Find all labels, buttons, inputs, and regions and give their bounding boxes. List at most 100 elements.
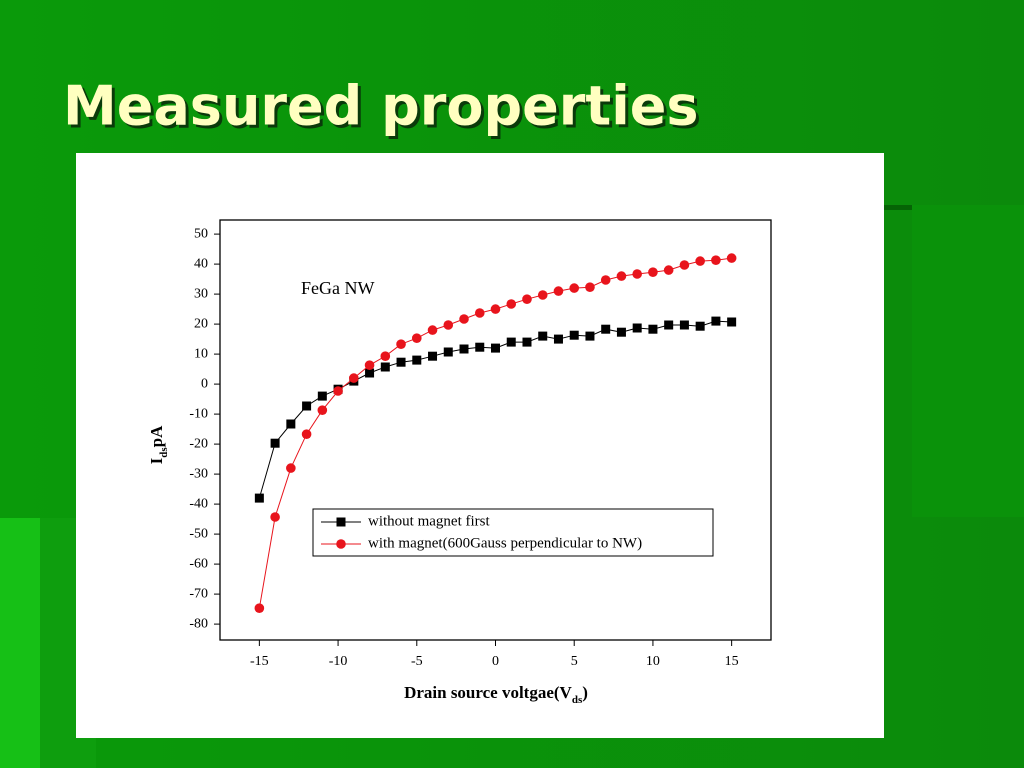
- data-point: [443, 347, 453, 357]
- data-point: [632, 269, 642, 279]
- x-tick-label: 5: [571, 654, 578, 669]
- data-point: [333, 386, 343, 396]
- y-tick-label: -30: [189, 466, 208, 481]
- slide-title: Measured properties: [63, 75, 698, 138]
- data-point: [695, 321, 705, 331]
- data-point: [317, 405, 328, 416]
- chart: FeGa NW Drain source voltgae(Vds) IdspA …: [147, 219, 772, 706]
- data-point: [664, 320, 674, 330]
- data-point: [412, 355, 422, 365]
- decor: [0, 518, 40, 768]
- y-tick-label: 20: [194, 316, 208, 331]
- data-point: [490, 304, 501, 314]
- legend-label: with magnet(600Gauss perpendicular to NW…: [368, 535, 642, 551]
- data-point: [443, 320, 454, 330]
- data-point: [553, 334, 563, 344]
- legend-box: [312, 508, 714, 557]
- data-point: [553, 286, 564, 296]
- data-point: [726, 253, 737, 263]
- x-tick-label: -10: [329, 654, 348, 669]
- data-point: [679, 260, 690, 270]
- data-point: [270, 512, 280, 522]
- data-point: [380, 351, 391, 362]
- data-point: [491, 343, 500, 353]
- decor: [884, 205, 912, 210]
- data-point: [711, 316, 721, 326]
- data-point: [317, 391, 327, 401]
- annotation: FeGa NW: [301, 278, 374, 298]
- y-tick-label: -60: [189, 556, 208, 571]
- data-point: [522, 337, 532, 347]
- data-point: [711, 255, 721, 265]
- title-shadow: Measured properties: [66, 78, 701, 141]
- data-point: [270, 438, 280, 448]
- x-label-sub: ds: [572, 694, 583, 706]
- data-point: [459, 314, 469, 324]
- data-point: [632, 323, 642, 333]
- y-tick-label: 50: [194, 226, 208, 241]
- data-point: [254, 603, 265, 613]
- data-point: [679, 320, 689, 330]
- data-point: [459, 344, 469, 354]
- data-point: [396, 357, 406, 367]
- y-label-sub: ds: [158, 447, 170, 458]
- y-tick-label: 40: [194, 256, 208, 271]
- data-point: [506, 299, 517, 309]
- data-point: [380, 362, 390, 372]
- x-tick-label: 10: [646, 654, 660, 669]
- y-tick-label: -70: [189, 586, 208, 601]
- data-point: [506, 337, 516, 347]
- data-point: [585, 331, 595, 341]
- decor: [912, 205, 1024, 517]
- data-point: [600, 275, 611, 285]
- y-axis-label: IdspA: [147, 425, 170, 464]
- x-tick-label: -5: [411, 654, 423, 669]
- y-tick-label: -50: [189, 526, 208, 541]
- data-point: [648, 267, 658, 278]
- data-point: [695, 256, 705, 266]
- data-point: [286, 419, 296, 429]
- data-point: [727, 317, 737, 327]
- x-tick-label: -15: [250, 654, 269, 669]
- y-tick-label: -20: [189, 436, 208, 451]
- y-tick-label: 0: [201, 376, 208, 391]
- data-point: [396, 339, 406, 350]
- data-point: [475, 342, 485, 352]
- x-axis-label: Drain source voltgae(Vds): [404, 683, 588, 706]
- data-point: [349, 373, 359, 383]
- y-tick-label: 10: [194, 346, 208, 361]
- legend-label: without magnet first: [368, 513, 490, 529]
- data-point: [254, 493, 264, 503]
- y-label-part: I: [147, 457, 166, 464]
- legend-marker: [336, 539, 346, 549]
- y-tick-label: -40: [189, 496, 208, 511]
- data-point: [365, 368, 375, 378]
- y-tick-label: -80: [189, 616, 208, 631]
- data-point: [538, 331, 548, 341]
- data-point: [648, 324, 658, 334]
- data-point: [302, 401, 312, 411]
- data-point: [601, 324, 611, 334]
- data-point: [616, 271, 627, 281]
- data-point: [663, 265, 674, 275]
- data-point: [474, 308, 485, 318]
- legend-marker: [336, 517, 346, 527]
- data-point: [286, 463, 296, 473]
- data-point: [427, 325, 438, 335]
- y-tick-label: 30: [194, 286, 208, 301]
- x-label-part: Drain source voltgae(V: [404, 683, 572, 702]
- data-point: [585, 282, 595, 293]
- data-point: [616, 327, 626, 337]
- data-point: [537, 290, 548, 300]
- data-point: [428, 351, 438, 361]
- x-tick-label: 15: [725, 654, 739, 669]
- x-tick-label: 0: [492, 654, 499, 669]
- data-point: [522, 294, 532, 305]
- data-point: [569, 283, 580, 293]
- data-point: [364, 360, 375, 371]
- data-point: [411, 333, 422, 344]
- data-point: [569, 330, 579, 340]
- y-label-part: pA: [147, 425, 166, 447]
- data-point: [301, 429, 312, 440]
